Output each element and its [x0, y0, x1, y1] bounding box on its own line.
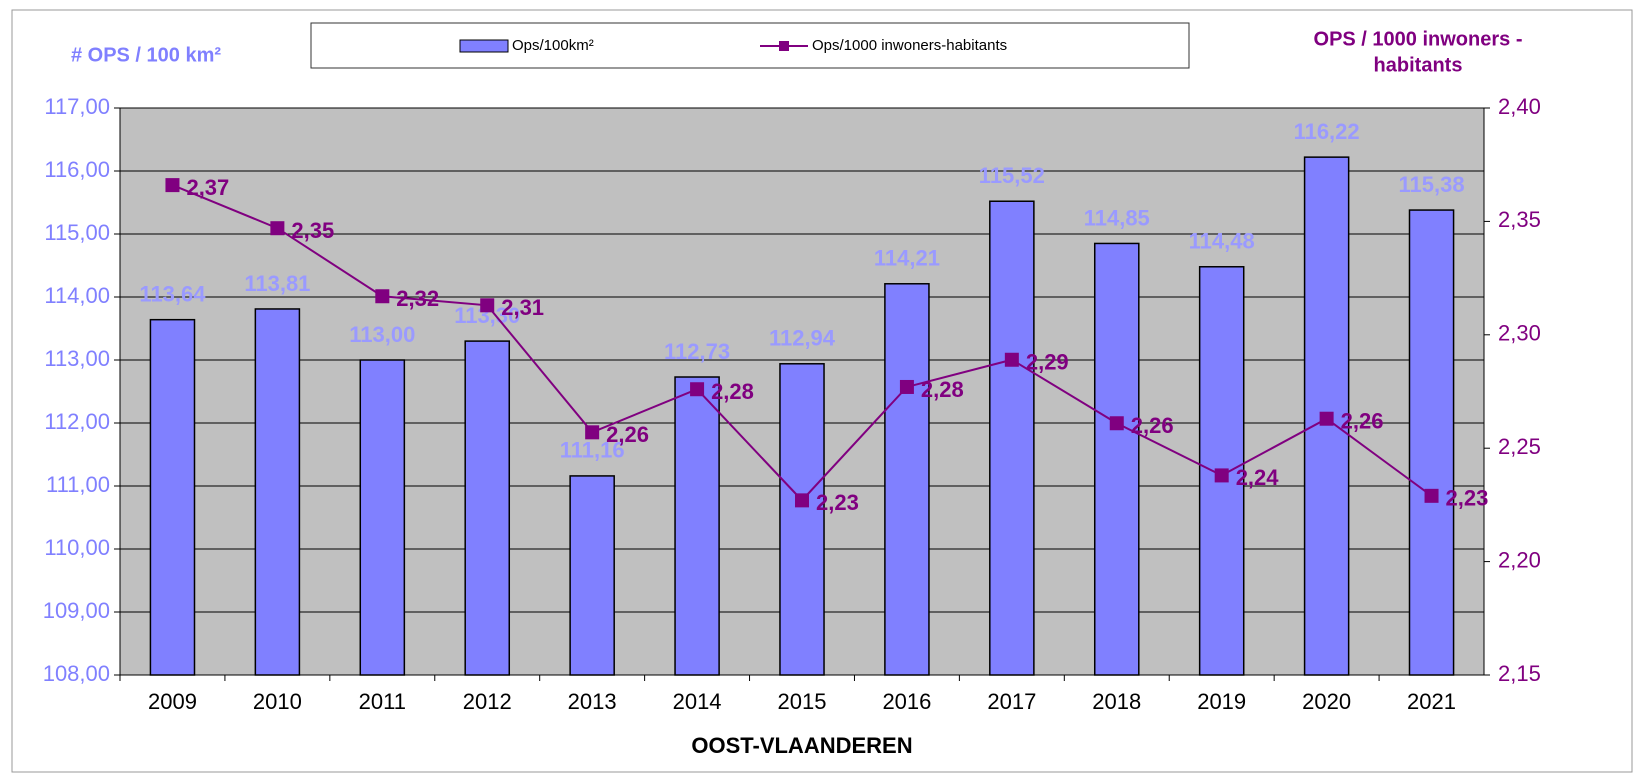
y2-tick-label: 2,30 — [1498, 321, 1541, 346]
line-value-label: 2,28 — [711, 379, 754, 404]
line-value-label: 2,32 — [396, 286, 439, 311]
line-marker — [585, 425, 600, 440]
line-value-label: 2,31 — [501, 295, 544, 320]
bar-value-label: 113,00 — [349, 322, 415, 347]
x-tick-label: 2016 — [882, 689, 931, 714]
legend-label: Ops/100km² — [512, 37, 594, 54]
x-tick-label: 2010 — [253, 689, 302, 714]
bar — [359, 359, 406, 676]
line-value-label: 2,37 — [186, 175, 229, 200]
legend-box — [310, 22, 1190, 69]
y-tick-label: 111,00 — [46, 472, 110, 497]
y2-axis-title: OPS / 1000 inwoners - — [1314, 28, 1523, 50]
bar-value-label: 111,16 — [560, 438, 625, 463]
x-tick-label: 2015 — [778, 689, 827, 714]
line-value-label: 2,26 — [1341, 409, 1384, 434]
bar-value-label: 113,64 — [139, 281, 206, 306]
y2-tick-label: 2,40 — [1498, 94, 1541, 119]
bar-value-label: 115,38 — [1398, 172, 1464, 197]
y2-axis-title: habitants — [1374, 54, 1463, 76]
y-tick-label: 116,00 — [44, 157, 110, 182]
line-value-label: 2,29 — [1026, 350, 1069, 375]
bar-value-label: 116,22 — [1294, 119, 1360, 144]
y-tick-label: 109,00 — [43, 598, 110, 623]
x-axis-title: OOST-VLAANDEREN — [691, 733, 912, 758]
line-marker — [1004, 352, 1019, 367]
bar — [779, 363, 825, 676]
x-tick-label: 2012 — [463, 689, 512, 714]
y-tick-label: 112,00 — [44, 409, 110, 434]
x-tick-label: 2013 — [568, 689, 617, 714]
y2-tick-label: 2,25 — [1498, 434, 1541, 459]
line-marker — [1319, 411, 1334, 426]
line-marker — [795, 493, 809, 508]
bar-value-label: 114,48 — [1189, 229, 1255, 254]
line-marker — [1109, 416, 1124, 431]
legend-swatch — [779, 41, 789, 51]
legend-label: Ops/1000 inwoners-habitants — [812, 37, 1007, 54]
y-tick-label: 117,00 — [44, 94, 110, 119]
y2-tick-label: 2,35 — [1498, 207, 1541, 232]
bar — [989, 200, 1035, 676]
bar-value-label: 112,94 — [769, 326, 836, 351]
bar — [674, 376, 720, 676]
y-axis-title: # OPS / 100 km² — [71, 44, 221, 66]
x-tick-label: 2018 — [1092, 689, 1141, 714]
line-value-label: 2,26 — [606, 422, 649, 447]
y2-tick-label: 2,20 — [1498, 547, 1541, 572]
bar — [884, 283, 930, 676]
line-marker — [375, 289, 390, 304]
line-value-label: 2,35 — [291, 218, 334, 243]
line-value-label: 2,23 — [816, 490, 859, 515]
bar — [1408, 209, 1455, 676]
y-tick-label: 113,00 — [44, 346, 110, 371]
x-tick-label: 2011 — [359, 689, 406, 714]
y2-tick-label: 2,15 — [1498, 661, 1541, 686]
legend-swatch — [459, 39, 509, 53]
x-tick-label: 2014 — [673, 689, 722, 714]
line-marker — [480, 298, 495, 313]
y-tick-label: 115,00 — [44, 220, 110, 245]
bar — [569, 475, 615, 676]
bar — [149, 318, 196, 676]
bar — [464, 340, 511, 676]
line-value-label: 2,26 — [1131, 413, 1174, 438]
bar — [1093, 242, 1140, 676]
line-marker — [270, 221, 285, 236]
bar-value-label: 115,52 — [979, 163, 1045, 188]
line-marker — [1214, 468, 1229, 483]
x-tick-label: 2021 — [1407, 689, 1456, 714]
y-tick-label: 110,00 — [44, 535, 110, 560]
x-tick-label: 2019 — [1197, 689, 1246, 714]
y-tick-label: 114,00 — [44, 283, 110, 308]
line-value-label: 2,28 — [921, 377, 964, 402]
line-marker — [165, 178, 180, 193]
line-marker — [899, 379, 914, 394]
bar-value-label: 113,81 — [244, 271, 310, 296]
bar-value-label: 114,21 — [874, 246, 940, 271]
line-marker — [1424, 488, 1439, 503]
line-value-label: 2,24 — [1236, 465, 1280, 490]
x-tick-label: 2009 — [148, 689, 197, 714]
line-marker — [690, 382, 705, 397]
line-value-label: 2,23 — [1446, 486, 1489, 511]
x-tick-label: 2020 — [1302, 689, 1351, 714]
x-tick-label: 2017 — [987, 689, 1036, 714]
bar-value-label: 114,85 — [1084, 205, 1150, 230]
bar-value-label: 112,73 — [664, 339, 730, 364]
bar — [254, 308, 301, 676]
y-tick-label: 108,00 — [43, 661, 110, 686]
